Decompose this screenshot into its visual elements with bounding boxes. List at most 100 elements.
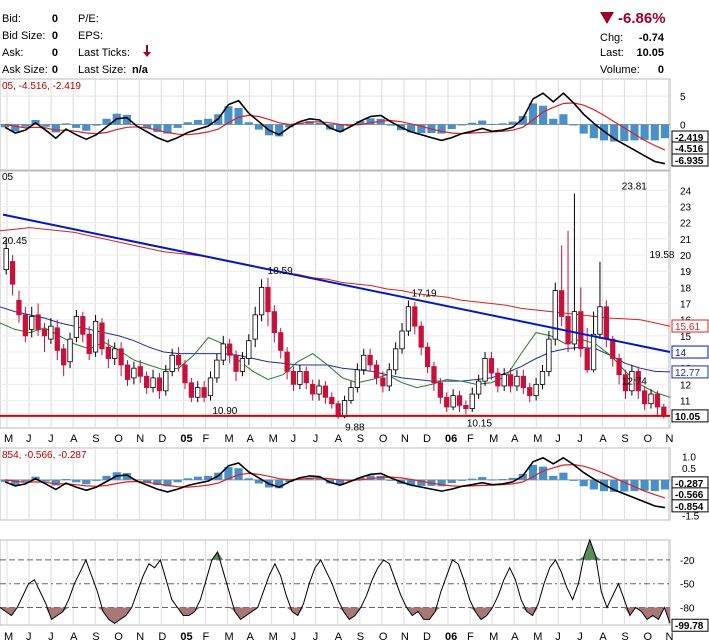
macd-bottom-hist-bar bbox=[315, 478, 324, 480]
eps-label: EPS: bbox=[78, 30, 104, 42]
ma-long-line bbox=[0, 227, 671, 327]
macd-top-hist-bar bbox=[21, 124, 30, 127]
candle-body bbox=[488, 358, 495, 374]
price-y-tick: 24 bbox=[680, 186, 692, 197]
candle-body bbox=[373, 364, 380, 379]
candle-body bbox=[92, 320, 99, 353]
candle-body bbox=[450, 395, 456, 408]
price-annotation: 19.58 bbox=[649, 250, 674, 261]
x-tick-label: D bbox=[423, 631, 431, 643]
macd-bottom-hist-bar bbox=[254, 479, 263, 484]
candle-body bbox=[131, 367, 137, 379]
macd-top-hist-bar bbox=[508, 121, 517, 125]
candle-body bbox=[590, 333, 597, 371]
x-tick-label: A bbox=[511, 631, 519, 643]
macd-top-hist-bar bbox=[204, 118, 213, 125]
x-tick-label: M bbox=[489, 631, 498, 643]
x-tick-label: A bbox=[599, 631, 607, 643]
candle-body bbox=[144, 375, 150, 388]
candle-body bbox=[648, 393, 654, 405]
candle-body bbox=[124, 364, 131, 380]
x-tick-label: A bbox=[70, 433, 78, 445]
macd-top-hist-bar bbox=[82, 124, 91, 131]
price-y-tick: 12 bbox=[680, 380, 692, 391]
candle-body bbox=[169, 354, 175, 372]
price-y-tick: 22 bbox=[680, 219, 692, 230]
macd-top-hist-bar bbox=[143, 124, 152, 129]
macd-bottom-hist-bar bbox=[640, 479, 649, 491]
macd-top-tag-2: -4.516 bbox=[675, 144, 704, 155]
macd-bottom-hist-bar bbox=[589, 479, 598, 490]
macd-top-hist-bar bbox=[366, 118, 375, 125]
oscillator-tag-box bbox=[671, 618, 709, 632]
candle-body bbox=[514, 375, 520, 387]
macd-bottom-macd-line bbox=[4, 456, 666, 509]
price-grid bbox=[6, 171, 669, 428]
macd-bottom-hist-bar bbox=[579, 479, 588, 487]
candle-body bbox=[424, 346, 431, 367]
price-y-tick: 19 bbox=[680, 267, 692, 278]
ask-size-value: 0 bbox=[51, 64, 58, 76]
candle-body bbox=[265, 286, 271, 313]
x-tick-label: F bbox=[467, 433, 474, 445]
candle-body bbox=[495, 372, 501, 387]
candle-body bbox=[456, 395, 463, 406]
candle-body bbox=[571, 311, 578, 345]
x-tick-label: J bbox=[26, 433, 32, 445]
candle-body bbox=[35, 314, 41, 330]
candle-body bbox=[635, 371, 641, 392]
candle-body bbox=[86, 333, 92, 355]
macd-bottom-hist-bar bbox=[447, 479, 456, 484]
macd-top-hist-bar bbox=[11, 124, 20, 132]
candle-body bbox=[227, 343, 233, 356]
x-tick-label: N bbox=[666, 433, 674, 445]
price-tag-1: 15.61 bbox=[675, 322, 700, 333]
candle-body bbox=[578, 311, 584, 350]
x-tick-label: J bbox=[313, 433, 319, 445]
candle-body bbox=[150, 377, 156, 388]
candle-body bbox=[175, 354, 182, 366]
candle-body bbox=[437, 382, 443, 398]
macd-bottom-hist-bar bbox=[122, 473, 131, 480]
macd-top-hist-bar bbox=[285, 124, 294, 128]
macd-top-hist-bar bbox=[569, 124, 578, 126]
x-tick-label: N bbox=[136, 433, 144, 445]
x-tick-label: A bbox=[335, 433, 343, 445]
macd-bottom-legend: 854, -0.566, -0.287 bbox=[2, 450, 87, 461]
macd-bottom-hist-bar bbox=[244, 478, 253, 480]
candle-body bbox=[380, 377, 386, 387]
candle-body bbox=[54, 327, 60, 351]
macd-bottom-hist-bar bbox=[143, 479, 152, 483]
macd-top-hist-bar bbox=[488, 123, 497, 125]
x-tick-label: 06 bbox=[445, 631, 457, 643]
volume-label: Volume: bbox=[600, 64, 640, 76]
x-tick-label: J bbox=[577, 433, 583, 445]
price-panel bbox=[0, 170, 671, 429]
last-label: Last: bbox=[600, 47, 624, 59]
macd-bottom-hist-bar bbox=[630, 479, 639, 492]
macd-top-hist-bar bbox=[1, 124, 10, 128]
price-annotation: 18.59 bbox=[268, 266, 293, 277]
candle-body bbox=[335, 403, 341, 418]
last-size-label: Last Size: bbox=[78, 64, 127, 76]
macd-bottom-hist-bar bbox=[163, 479, 172, 487]
last-value: 10.05 bbox=[636, 47, 664, 59]
price-y-tick: 17 bbox=[680, 300, 692, 311]
macd-bottom-hist-bar bbox=[549, 475, 558, 480]
oscillator-x-axis: M J J A S O N D 05 F M A M J J A S O N D 06 F M A M J J A S O N bbox=[4, 631, 674, 643]
macd-top-hist-bar bbox=[498, 123, 507, 125]
x-tick-label: N bbox=[401, 631, 409, 643]
candle-body bbox=[41, 329, 48, 337]
ma-short-line bbox=[0, 322, 671, 398]
last-size-value: n/a bbox=[132, 64, 148, 76]
x-tick-label: S bbox=[92, 631, 99, 643]
x-tick-label: F bbox=[202, 631, 209, 643]
x-tick-label: A bbox=[70, 631, 78, 643]
candle-body bbox=[316, 385, 322, 395]
macd-bottom-tag-3-box bbox=[671, 499, 709, 513]
macd-top-hist-bar bbox=[457, 124, 466, 126]
macd-bottom-y-tick: 1.0 bbox=[682, 452, 696, 463]
candle-body bbox=[412, 306, 418, 327]
macd-bottom-y-tick: -1.5 bbox=[682, 511, 700, 522]
down-arrow-icon bbox=[143, 45, 151, 57]
